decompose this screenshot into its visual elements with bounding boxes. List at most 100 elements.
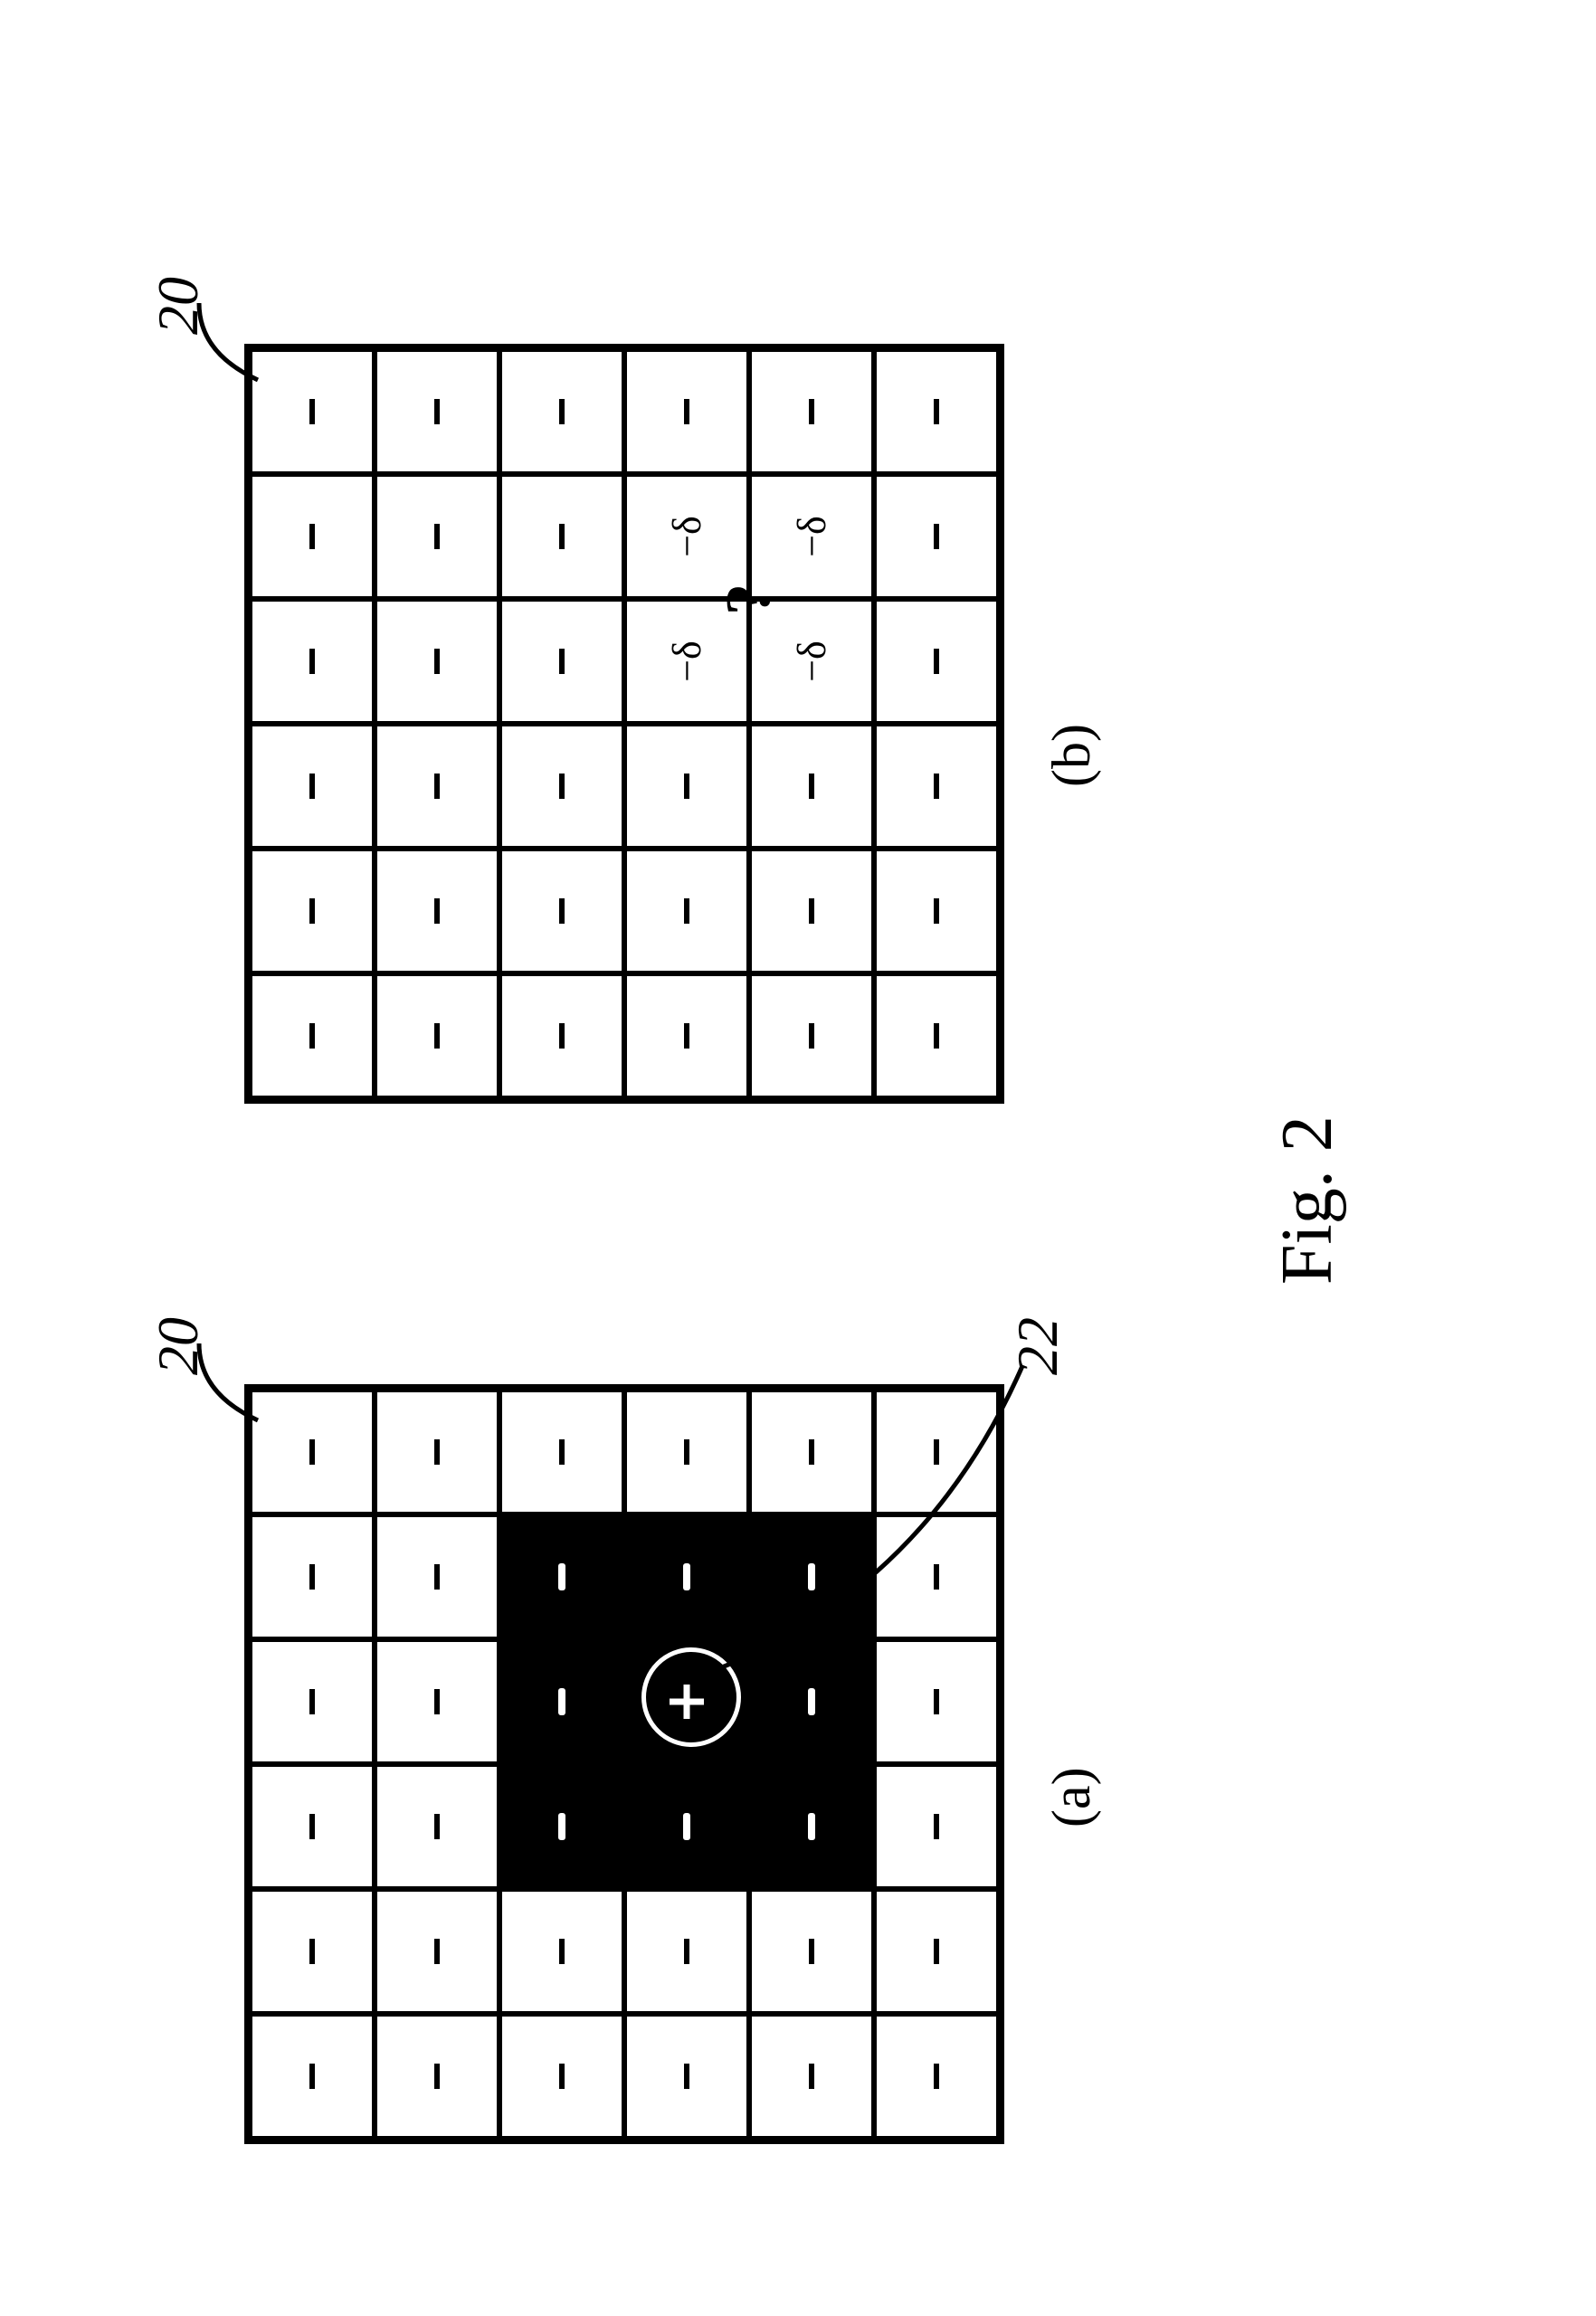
grid-b-cell xyxy=(375,849,499,973)
grid-a-cell xyxy=(749,2014,874,2139)
grid-a-cell xyxy=(375,2014,499,2139)
minus-icon xyxy=(934,898,939,924)
minus-icon xyxy=(434,2064,440,2089)
minus-icon xyxy=(559,399,565,424)
grid-b-cell xyxy=(499,973,624,1098)
minus-icon xyxy=(809,2064,814,2089)
minus-icon xyxy=(934,1439,939,1465)
minus-delta-label: −δ xyxy=(789,641,835,682)
minus-icon xyxy=(309,399,315,424)
grid-a-cell xyxy=(624,1390,749,1514)
minus-icon xyxy=(434,399,440,424)
minus-icon xyxy=(809,399,814,424)
minus-icon xyxy=(934,1023,939,1049)
minus-icon xyxy=(808,1813,815,1840)
callout-20-b: 20 xyxy=(145,277,212,335)
minus-icon xyxy=(684,399,689,424)
panel-a xyxy=(244,1384,1004,2144)
grid-a-cell xyxy=(749,1514,874,1639)
grid-a-cell xyxy=(375,1639,499,1764)
grid-b-cell: −δ xyxy=(624,599,749,724)
minus-icon xyxy=(309,1023,315,1049)
grid-b-cell: −δ xyxy=(749,599,874,724)
minus-icon xyxy=(809,774,814,799)
grid-b-cell xyxy=(375,474,499,599)
grid-a-cell xyxy=(624,2014,749,2139)
minus-icon xyxy=(559,898,565,924)
grid-a-cell xyxy=(874,1889,999,2014)
minus-icon xyxy=(309,2064,315,2089)
minus-icon xyxy=(559,1939,565,1964)
minus-icon xyxy=(809,1439,814,1465)
grid-a-cell xyxy=(749,1764,874,1889)
grid-a-cell xyxy=(624,1889,749,2014)
grid-b: −δ−δ−δ−δ? xyxy=(244,344,1004,1104)
minus-icon xyxy=(934,1689,939,1714)
grid-b-cell xyxy=(375,349,499,474)
grid-b-cell xyxy=(499,724,624,849)
minus-icon xyxy=(809,898,814,924)
minus-icon xyxy=(309,1689,315,1714)
grid-b-cell xyxy=(499,849,624,973)
minus-icon xyxy=(684,1939,689,1964)
grid-a xyxy=(244,1384,1004,2144)
minus-icon xyxy=(559,1023,565,1049)
grid-b-cell xyxy=(874,724,999,849)
grid-a-cell xyxy=(250,1514,375,1639)
minus-icon xyxy=(309,649,315,674)
grid-b-cell xyxy=(250,973,375,1098)
minus-delta-label: −δ xyxy=(664,516,710,557)
grid-b-cell: −δ xyxy=(624,474,749,599)
sublabel-b: (b) xyxy=(1040,724,1103,787)
grid-a-cell xyxy=(499,1514,624,1639)
grid-a-cell xyxy=(749,1390,874,1514)
minus-icon xyxy=(809,1939,814,1964)
minus-icon xyxy=(309,1814,315,1839)
minus-icon xyxy=(809,1023,814,1049)
minus-icon xyxy=(934,649,939,674)
grid-b-cell xyxy=(250,849,375,973)
grid-a-cell xyxy=(624,1514,749,1639)
grid-a-cell xyxy=(499,2014,624,2139)
minus-icon xyxy=(559,1439,565,1465)
minus-icon xyxy=(434,1814,440,1839)
minus-icon xyxy=(558,1813,565,1840)
grid-a-cell xyxy=(624,1764,749,1889)
figure-label: Fig. 2 xyxy=(1267,1115,1349,1285)
grid-b-cell xyxy=(250,599,375,724)
grid-a-cell xyxy=(250,1390,375,1514)
minus-delta-label: −δ xyxy=(664,641,710,682)
grid-b-cell xyxy=(624,849,749,973)
minus-icon xyxy=(934,399,939,424)
grid-b-cell: −δ xyxy=(749,474,874,599)
minus-icon xyxy=(309,774,315,799)
minus-icon xyxy=(434,1939,440,1964)
grid-a-cell xyxy=(375,1514,499,1639)
minus-icon xyxy=(434,649,440,674)
grid-b-cell xyxy=(874,849,999,973)
grid-b-cell xyxy=(874,973,999,1098)
minus-icon xyxy=(808,1688,815,1715)
minus-icon xyxy=(934,524,939,549)
minus-icon xyxy=(559,524,565,549)
grid-a-cell xyxy=(375,1889,499,2014)
grid-b-cell xyxy=(874,349,999,474)
minus-icon xyxy=(434,1439,440,1465)
panel-b: −δ−δ−δ−δ? xyxy=(244,344,1004,1104)
minus-icon xyxy=(558,1688,565,1715)
minus-icon xyxy=(309,524,315,549)
minus-icon xyxy=(934,1814,939,1839)
callout-22: 22 xyxy=(1004,1317,1071,1375)
minus-icon xyxy=(434,1023,440,1049)
grid-b-cell xyxy=(375,724,499,849)
minus-icon xyxy=(684,898,689,924)
grid-b-cell xyxy=(499,474,624,599)
minus-icon xyxy=(434,1689,440,1714)
sublabel-a: (a) xyxy=(1040,1767,1103,1827)
minus-icon xyxy=(309,898,315,924)
minus-icon xyxy=(434,898,440,924)
minus-icon xyxy=(434,1564,440,1590)
grid-a-cell xyxy=(375,1764,499,1889)
minus-icon xyxy=(934,1939,939,1964)
minus-icon xyxy=(309,1939,315,1964)
